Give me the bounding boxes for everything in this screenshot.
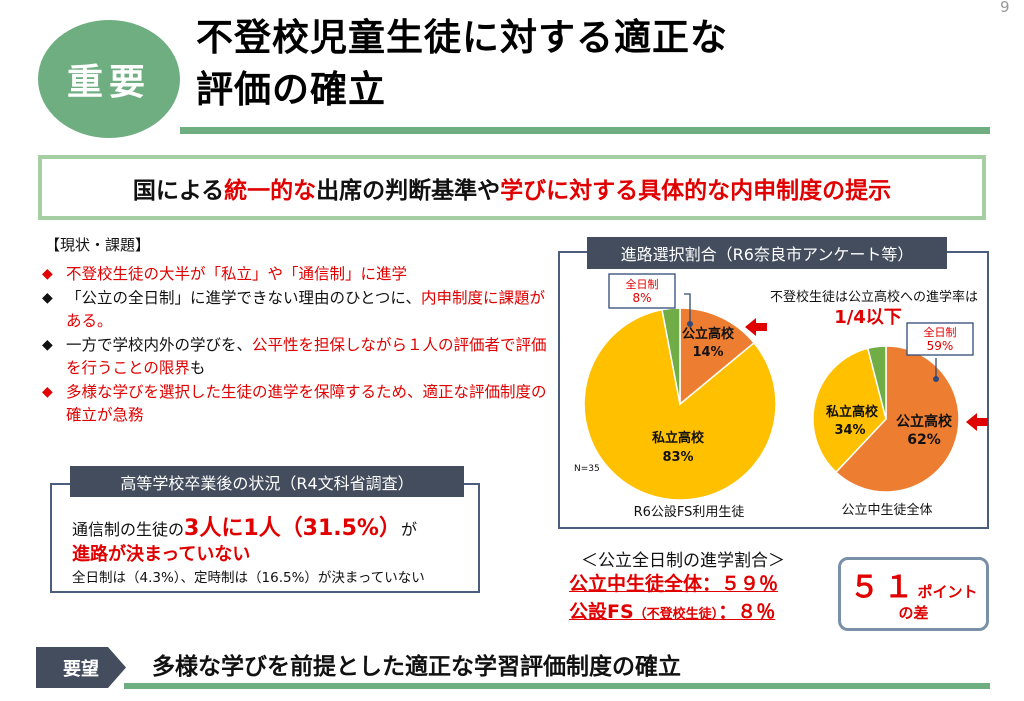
pie2-arrow-icon xyxy=(966,413,988,431)
pie2-public-pct: 62% xyxy=(907,432,941,448)
fulltime-ratio-heading: ＜公立全日制の進学割合＞ xyxy=(581,551,785,571)
pie1-slice-public xyxy=(679,307,756,406)
issues-heading: 【現状・課題】 xyxy=(45,236,151,254)
issue-text-3c: も xyxy=(189,359,206,377)
post-grad-line-2: 進路が決まっていない xyxy=(72,544,251,565)
issue-item-1: ◆ 不登校生徒の大半が「私立」や「通信制」に進学 xyxy=(40,263,555,286)
pie1-private-label: 私立高校 xyxy=(652,430,705,446)
issue-text-2b: 内申制度に課題がある。 xyxy=(66,289,545,330)
pie2-slice-public xyxy=(834,345,960,493)
post-grad-highlight: 3人に1人（31.5%） xyxy=(184,516,401,541)
request-text: 多様な学びを前提とした適正な学習評価制度の確立 xyxy=(152,654,681,680)
issue-item-2: ◆ 「公立の全日制」に進学できない理由のひとつに、内申制度に課題がある。 xyxy=(40,287,555,333)
pie1-fulltime-callout-box xyxy=(608,273,676,309)
issue-text-3: 一方で学校内外の学びを、公平性を担保しながら１人の評価者で評価を行うことの限界も xyxy=(66,334,555,380)
post-grad-line-1c: が xyxy=(400,520,417,539)
issue-text-4: 多様な学びを選択した生徒の進学を保障するため、適正な評価制度の確立が急務 xyxy=(66,383,547,424)
difference-number: ５１ xyxy=(849,570,918,605)
post-grad-line-3: 全日制は（4.3%）、定時制は（16.5%）が決まっていない xyxy=(72,570,425,586)
fs-sublabel: （不登校生徒） xyxy=(633,607,719,622)
request-label: 要望 xyxy=(36,647,126,688)
diamond-bullet-icon: ◆ xyxy=(42,290,53,306)
diamond-bullet-icon: ◆ xyxy=(42,337,53,353)
difference-box xyxy=(838,557,989,631)
pie2-fulltime-label: 全日制 xyxy=(924,325,957,339)
banner-text-4: 学びに対する具体的な内申制度の提示 xyxy=(500,177,892,204)
pie1-fulltime-label: 全日制 xyxy=(626,277,659,291)
banner-text-3: 出席の判断基準や xyxy=(316,177,501,204)
fs-label: 公設FS xyxy=(569,601,634,623)
request-underline xyxy=(124,683,990,689)
fulltime-ratio-all: 公立中生徒全体：５９％ xyxy=(569,573,779,595)
importance-badge: 重要 xyxy=(38,20,180,138)
pie2-slice-fulltime xyxy=(866,345,887,420)
pie1-private-pct: 83% xyxy=(662,450,693,465)
issue-item-3: ◆ 一方で学校内外の学びを、公平性を担保しながら１人の評価者で評価を行うことの限… xyxy=(40,334,555,380)
page-title: 不登校児童生徒に対する適正な 評価の確立 xyxy=(196,12,728,116)
difference-suffix: の差 xyxy=(898,604,929,622)
banner-text-2: 統一的な xyxy=(224,177,317,204)
chart-note-line-1: 不登校生徒は公立高校への進学率は xyxy=(770,289,978,305)
chart-note-line-2: 1/4以下 xyxy=(834,307,902,328)
pie1-callout-line xyxy=(684,293,691,324)
difference-value: ５１ポイント xyxy=(838,562,989,606)
pie2-fulltime-callout-box xyxy=(906,322,974,356)
page-number: 9 xyxy=(1000,0,1010,16)
fulltime-ratio-fs: 公設FS（不登校生徒）：８％ xyxy=(569,597,775,624)
issue-text-2: 「公立の全日制」に進学できない理由のひとつに、内申制度に課題がある。 xyxy=(66,287,555,333)
post-grad-heading: 高等学校卒業後の状況（R4文科省調査） xyxy=(70,466,464,497)
diamond-bullet-icon: ◆ xyxy=(42,266,53,282)
issue-text-1: 不登校生徒の大半が「私立」や「通信制」に進学 xyxy=(66,265,408,283)
post-grad-line-1a: 通信制の生徒の xyxy=(72,520,185,539)
pie1-callout-dot xyxy=(687,321,693,327)
banner-text-1: 国による xyxy=(132,177,225,204)
pie1-arrow-icon xyxy=(745,318,767,336)
chart-panel-heading: 進路選択割合（R6奈良市アンケート等） xyxy=(587,237,947,269)
title-line-1: 不登校児童生徒に対する適正な xyxy=(196,16,728,59)
post-grad-line-1: 通信制の生徒の3人に1人（31.5%）が xyxy=(72,510,417,542)
issue-text-2a: 「公立の全日制」に進学できない理由のひとつに、 xyxy=(66,289,421,307)
title-underline xyxy=(180,127,990,134)
pie2-private-pct: 34% xyxy=(834,423,865,438)
pie1-fulltime-pct: 8% xyxy=(632,291,651,305)
pie-chart-all-students xyxy=(812,345,960,493)
pie2-caption: 公立中生徒全体 xyxy=(841,502,932,518)
fs-value: ：８％ xyxy=(718,601,776,623)
pie1-caption: R6公設FS利用生徒 xyxy=(634,504,745,520)
pie2-public-label: 公立高校 xyxy=(896,413,953,430)
pie1-public-label: 公立高校 xyxy=(682,326,735,342)
title-line-2: 評価の確立 xyxy=(196,68,386,111)
diamond-bullet-icon: ◆ xyxy=(42,384,53,400)
issue-text-3a: 一方で学校内外の学びを、 xyxy=(66,336,253,354)
difference-unit: ポイント xyxy=(917,583,978,601)
pie1-public-pct: 14% xyxy=(692,345,723,360)
key-message-banner: 国による 統一的な 出席の判断基準や 学びに対する具体的な内申制度の提示 xyxy=(38,155,986,220)
pie2-fulltime-pct: 59% xyxy=(927,339,954,353)
issue-item-4: ◆ 多様な学びを選択した生徒の進学を保障するため、適正な評価制度の確立が急務 xyxy=(40,381,555,427)
issue-text-3b: 公平性を担保しながら１人の評価者で評価を行うことの限界 xyxy=(66,336,547,377)
pie2-slice-private xyxy=(812,347,887,474)
pie2-callout-dot xyxy=(933,376,939,382)
pie-chart-fs-students xyxy=(583,307,777,501)
issues-list: ◆ 不登校生徒の大半が「私立」や「通信制」に進学 ◆ 「公立の全日制」に進学でき… xyxy=(40,263,555,428)
pie2-private-label: 私立高校 xyxy=(826,404,879,420)
sample-size-label: N=35 xyxy=(574,464,600,474)
